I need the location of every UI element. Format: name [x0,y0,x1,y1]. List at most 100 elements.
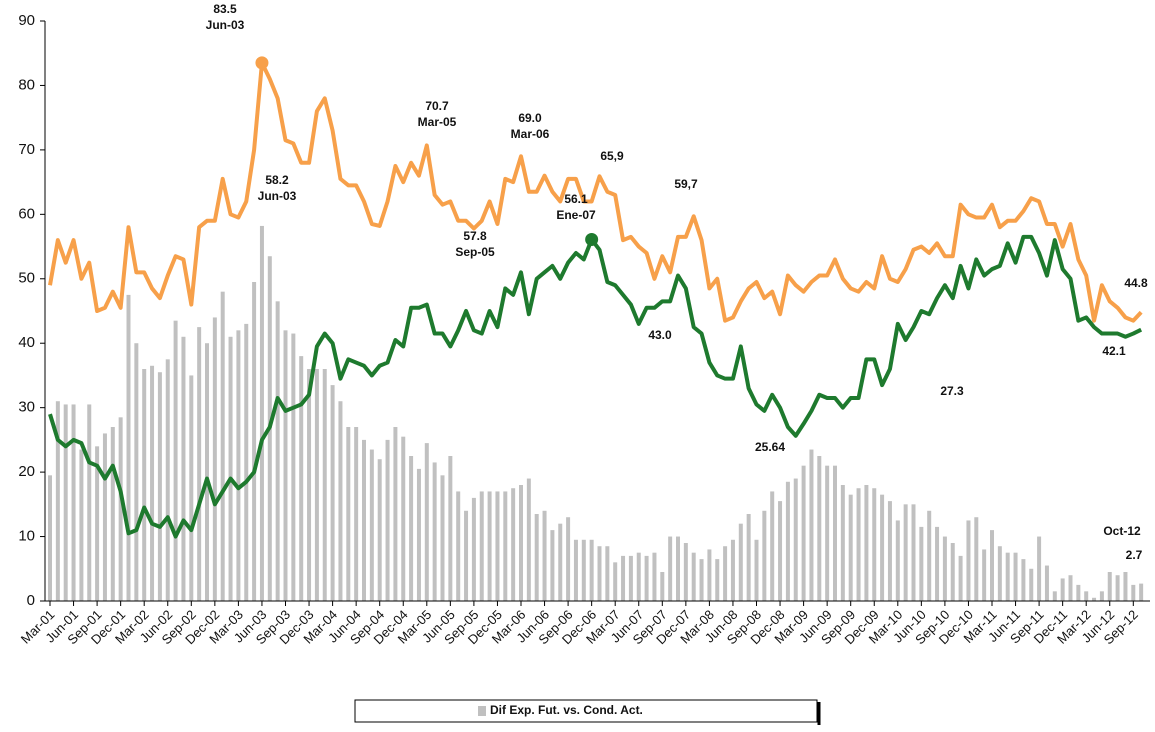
bar [220,291,225,601]
bar [87,404,92,601]
bar [448,456,453,601]
bar [770,491,775,601]
bar [157,372,162,601]
annotation: 65,9 [600,149,624,163]
bar [738,523,743,601]
bar [487,491,492,601]
bar [785,481,790,601]
bar [519,485,523,601]
bar [346,427,351,601]
bar [1037,536,1042,601]
y-tick-label: 80 [18,76,35,93]
bar [840,485,845,601]
bar [330,385,335,601]
bar [79,449,84,601]
bar [1084,591,1089,601]
bar [974,517,979,601]
bar [636,552,641,601]
bar [676,536,680,601]
bar [950,543,955,601]
bar [236,330,241,601]
bar [1099,591,1104,601]
bar [589,539,594,601]
bar [683,543,688,601]
bar [377,459,382,601]
bar [825,465,830,601]
bar [456,491,461,601]
bar [1029,568,1034,601]
y-tick-label: 70 [18,141,35,158]
annotation: 42.1 [1102,344,1126,358]
bar [471,497,476,601]
highlight-point [255,56,269,70]
bar [927,510,932,601]
bar [597,546,602,601]
bar [314,369,319,601]
bar [1044,565,1049,601]
bar [1052,591,1057,601]
bar [1107,572,1112,601]
bar [652,552,657,601]
bar [613,562,618,601]
bar [730,539,735,601]
annotation: 69.0 [518,111,542,125]
bar [542,510,547,601]
bar [903,504,908,601]
bar [385,439,390,601]
y-tick-label: 90 [18,12,35,29]
annotation: Mar-06 [511,127,550,141]
bar [1013,552,1018,601]
annotation: 83.5 [213,2,237,16]
bar [621,555,626,601]
bar [464,510,469,601]
bar [887,501,892,601]
bar [550,530,555,601]
bar [1068,575,1073,601]
bar [165,359,170,601]
bar [142,369,147,601]
bar [110,427,115,601]
bar [1060,578,1065,601]
bar [919,526,924,601]
bar [322,369,327,601]
bar [134,343,139,601]
bar [707,549,712,601]
annotation: 25.64 [755,440,785,454]
annotation: Jun-03 [258,189,297,203]
annotation: 59,7 [674,177,698,191]
bar [566,517,571,601]
bar [432,462,437,601]
bar [424,443,429,601]
annotation: 57.8 [463,229,487,243]
annotation: Ene-07 [556,208,596,222]
bar [197,327,202,601]
bar [299,356,304,601]
bar [511,488,516,601]
bar [966,520,971,601]
bar [1123,572,1128,601]
bar [644,555,649,601]
bar [440,475,445,601]
bar [833,465,837,601]
annotation: Mar-05 [418,115,457,129]
bar [880,494,885,601]
bar [573,539,578,601]
line-series [48,60,1143,323]
legend-label: Dif Exp. Fut. vs. Cond. Act. [490,703,643,717]
legend-box [354,699,818,723]
annotation: Sep-05 [455,245,495,259]
bar [1115,575,1120,601]
bar [503,491,508,601]
bar [558,523,563,601]
bar [801,465,806,601]
bar [895,520,900,601]
y-tick-label: 10 [18,528,35,545]
bar [63,404,68,601]
bar [401,436,406,601]
bar [723,546,728,601]
annotation: 44.8 [1124,276,1148,290]
bar [495,491,500,601]
annotation: 2.7 [1126,548,1143,562]
bar [754,539,759,601]
bar [848,494,853,601]
